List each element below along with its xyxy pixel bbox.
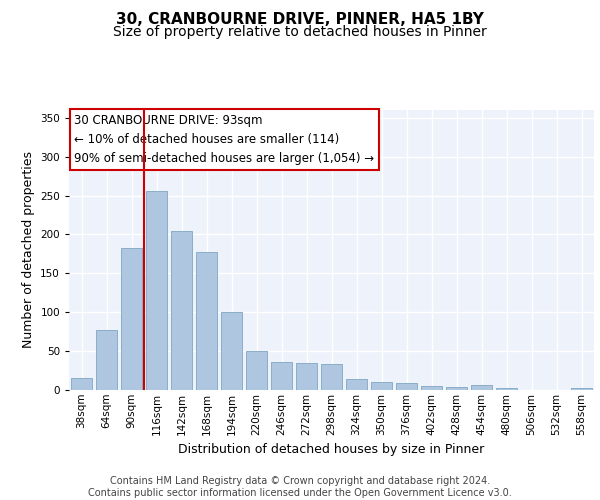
X-axis label: Distribution of detached houses by size in Pinner: Distribution of detached houses by size … [178, 443, 485, 456]
Bar [321, 364, 342, 390]
Bar [371, 382, 392, 390]
Bar [271, 362, 292, 390]
Bar [471, 386, 492, 390]
Bar [221, 312, 242, 390]
Y-axis label: Number of detached properties: Number of detached properties [22, 152, 35, 348]
Text: Contains HM Land Registry data © Crown copyright and database right 2024.
Contai: Contains HM Land Registry data © Crown c… [88, 476, 512, 498]
Bar [346, 379, 367, 390]
Text: Size of property relative to detached houses in Pinner: Size of property relative to detached ho… [113, 25, 487, 39]
Bar [146, 191, 167, 390]
Bar [446, 387, 467, 390]
Bar [196, 252, 217, 390]
Bar [421, 386, 442, 390]
Text: 30, CRANBOURNE DRIVE, PINNER, HA5 1BY: 30, CRANBOURNE DRIVE, PINNER, HA5 1BY [116, 12, 484, 28]
Bar [246, 351, 267, 390]
Bar [121, 248, 142, 390]
Bar [396, 383, 417, 390]
Bar [171, 232, 192, 390]
Bar [571, 388, 592, 390]
Bar [96, 330, 117, 390]
Bar [296, 363, 317, 390]
Bar [496, 388, 517, 390]
Text: 30 CRANBOURNE DRIVE: 93sqm
← 10% of detached houses are smaller (114)
90% of sem: 30 CRANBOURNE DRIVE: 93sqm ← 10% of deta… [74, 114, 374, 165]
Bar [71, 378, 92, 390]
